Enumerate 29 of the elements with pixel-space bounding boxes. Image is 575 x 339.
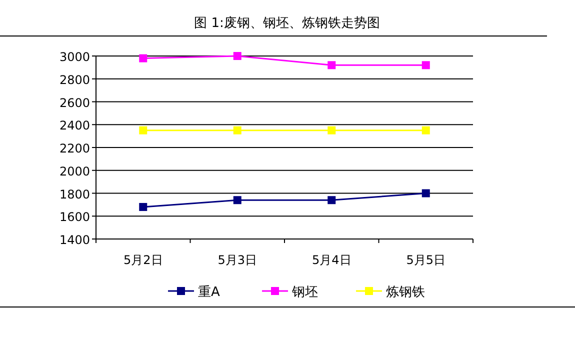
y-tick-label: 2400	[59, 118, 90, 133]
point	[233, 52, 242, 60]
point	[422, 61, 430, 70]
legend-label: 钢坯	[291, 285, 318, 300]
x-tick-label: 5月3日	[218, 253, 258, 267]
point	[139, 202, 148, 211]
y-tick-label: 1800	[59, 187, 90, 202]
point	[139, 54, 148, 62]
x-tick-label: 5月5日	[406, 253, 446, 267]
legend-label: 重A	[198, 285, 220, 300]
y-tick-label: 2200	[59, 142, 90, 156]
point	[328, 126, 336, 134]
point	[422, 189, 430, 198]
y-tick-label: 1400	[59, 233, 90, 247]
y-tick-label: 3000	[59, 50, 90, 64]
point	[233, 126, 242, 134]
y-tick-label: 1600	[59, 210, 90, 224]
y-tick-label: 2800	[59, 72, 90, 87]
point	[233, 196, 242, 204]
chart-title: 图 1:废钢、钢坯、炼钢铁走势图	[194, 16, 380, 31]
x-tick-label: 5月4日	[312, 253, 352, 267]
point	[328, 61, 336, 70]
y-tick-label: 2000	[59, 164, 90, 178]
x-tick-label: 5月2日	[123, 253, 163, 267]
y-tick-label: 2600	[59, 96, 90, 110]
point	[422, 126, 430, 134]
legend-label: 炼钢铁	[386, 285, 425, 300]
point	[328, 196, 336, 204]
point	[139, 126, 148, 134]
